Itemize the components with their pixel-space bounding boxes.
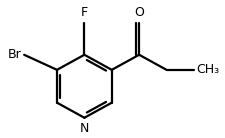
Text: Br: Br (8, 48, 21, 61)
Text: F: F (81, 6, 88, 19)
Text: CH₃: CH₃ (196, 63, 219, 76)
Text: O: O (134, 6, 144, 19)
Text: N: N (79, 122, 89, 135)
